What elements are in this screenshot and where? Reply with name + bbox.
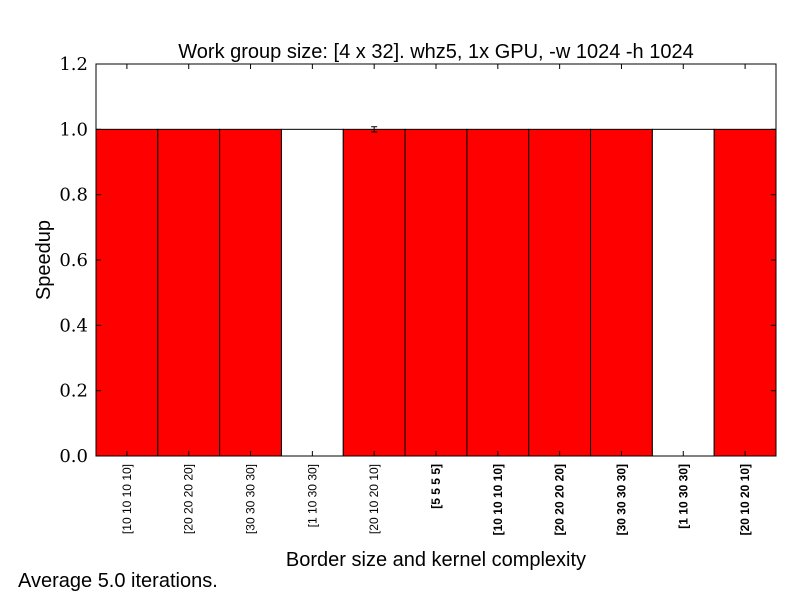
y-axis-label: Speedup	[33, 220, 55, 300]
x-tick-label-6: [10 10 10 10]	[491, 464, 505, 535]
x-tick-label-2: [30 30 30 30]	[244, 464, 258, 534]
errorbar-layer	[371, 126, 378, 133]
x-tick-label-8: [30 30 30 30]	[614, 464, 628, 535]
x-tick-label-9: [1 10 30 30]	[676, 464, 690, 529]
y-tick-label-1: 0.2	[59, 381, 88, 402]
x-tick-label-10: [20 10 20 10]	[738, 464, 752, 535]
x-tick-label-3: [1 10 30 30]	[305, 464, 319, 527]
x-tick-label-5: [5 5 5 5]	[429, 464, 443, 509]
bar-1	[157, 128, 221, 457]
bar-2	[219, 128, 282, 457]
bar-9	[651, 128, 715, 457]
footer-note: Average 5.0 iterations.	[18, 570, 218, 592]
plot-frame	[95, 63, 777, 457]
y-axis: 0.0 0.2 0.4 0.6 0.8 1.0 1.2	[59, 54, 776, 467]
y-tick-label-6: 1.2	[59, 54, 88, 75]
x-axis-label: Border size and kernel complexity	[286, 549, 586, 571]
y-tick-label-0: 0.0	[59, 446, 88, 467]
chart-title: Work group size: [4 x 32]. whz5, 1x GPU,…	[178, 41, 693, 63]
bars-layer	[95, 128, 777, 457]
bar-6	[466, 128, 530, 457]
x-tick-label-7: [20 20 20 20]	[553, 464, 567, 535]
bar-8	[590, 128, 653, 457]
bar-3	[280, 128, 344, 457]
bar-0	[95, 128, 159, 457]
x-axis: [10 10 10 10] [20 20 20 20] [30 30 30 30] […	[120, 64, 752, 535]
bar-7	[528, 128, 592, 457]
y-tick-label-2: 0.4	[59, 315, 88, 336]
y-tick-label-3: 0.6	[59, 250, 88, 271]
bar-5	[404, 128, 468, 457]
bar-10	[713, 128, 777, 457]
x-tick-label-0: [10 10 10 10]	[120, 464, 134, 534]
bar-4	[342, 128, 406, 457]
y-tick-label-4: 0.8	[59, 185, 88, 206]
x-tick-label-1: [20 20 20 20]	[182, 464, 196, 534]
y-tick-label-5: 1.0	[59, 119, 88, 140]
x-tick-label-4: [20 10 20 10]	[367, 464, 381, 534]
